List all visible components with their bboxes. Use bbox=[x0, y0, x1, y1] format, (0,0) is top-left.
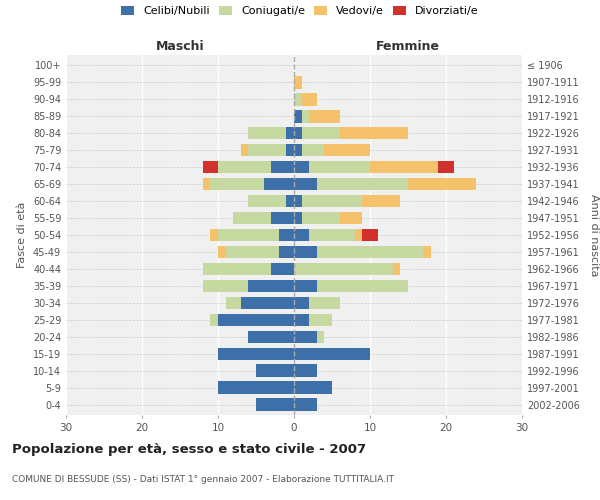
Bar bbox=[325, 144, 370, 156]
Bar bbox=[286, 126, 294, 140]
Bar bbox=[248, 126, 286, 140]
Bar bbox=[302, 144, 325, 156]
Bar bbox=[294, 212, 302, 224]
Bar bbox=[302, 212, 340, 224]
Bar bbox=[302, 93, 317, 106]
Bar bbox=[294, 330, 317, 344]
Bar bbox=[279, 246, 294, 258]
Bar bbox=[248, 144, 286, 156]
Bar bbox=[317, 246, 423, 258]
Bar bbox=[218, 348, 294, 360]
Bar bbox=[362, 194, 400, 207]
Bar bbox=[241, 144, 248, 156]
Bar bbox=[203, 178, 211, 190]
Bar bbox=[256, 398, 294, 411]
Bar bbox=[203, 280, 248, 292]
Bar bbox=[226, 246, 279, 258]
Bar bbox=[355, 228, 362, 241]
Bar bbox=[203, 262, 271, 276]
Bar bbox=[317, 330, 325, 344]
Bar bbox=[211, 178, 263, 190]
Bar bbox=[248, 194, 286, 207]
Text: Popolazione per età, sesso e stato civile - 2007: Popolazione per età, sesso e stato civil… bbox=[12, 442, 366, 456]
Bar bbox=[294, 262, 393, 276]
Y-axis label: Fasce di età: Fasce di età bbox=[17, 202, 27, 268]
Bar bbox=[309, 160, 370, 173]
Bar bbox=[294, 280, 317, 292]
Bar bbox=[294, 144, 302, 156]
Bar bbox=[317, 280, 408, 292]
Bar bbox=[408, 178, 476, 190]
Bar bbox=[241, 296, 294, 310]
Bar bbox=[340, 212, 362, 224]
Bar bbox=[294, 382, 332, 394]
Bar bbox=[309, 296, 340, 310]
Bar bbox=[294, 348, 370, 360]
Bar bbox=[302, 110, 309, 122]
Bar bbox=[294, 160, 309, 173]
Bar bbox=[317, 178, 408, 190]
Legend: Celibi/Nubili, Coniugati/e, Vedovi/e, Divorziati/e: Celibi/Nubili, Coniugati/e, Vedovi/e, Di… bbox=[121, 6, 479, 16]
Bar bbox=[294, 228, 309, 241]
Text: Maschi: Maschi bbox=[155, 40, 205, 54]
Bar bbox=[294, 314, 309, 326]
Bar bbox=[439, 160, 454, 173]
Bar bbox=[370, 160, 439, 173]
Bar bbox=[294, 246, 317, 258]
Bar bbox=[286, 144, 294, 156]
Bar bbox=[279, 228, 294, 241]
Bar bbox=[271, 262, 294, 276]
Bar bbox=[211, 228, 218, 241]
Bar bbox=[218, 246, 226, 258]
Bar bbox=[218, 160, 271, 173]
Bar bbox=[294, 364, 317, 377]
Y-axis label: Anni di nascita: Anni di nascita bbox=[589, 194, 599, 276]
Bar bbox=[286, 194, 294, 207]
Bar bbox=[218, 382, 294, 394]
Bar bbox=[309, 314, 332, 326]
Bar bbox=[233, 212, 271, 224]
Bar bbox=[203, 160, 218, 173]
Bar bbox=[248, 280, 294, 292]
Bar bbox=[226, 296, 241, 310]
Bar bbox=[248, 330, 294, 344]
Bar bbox=[218, 228, 279, 241]
Text: COMUNE DI BESSUDE (SS) - Dati ISTAT 1° gennaio 2007 - Elaborazione TUTTITALIA.IT: COMUNE DI BESSUDE (SS) - Dati ISTAT 1° g… bbox=[12, 476, 394, 484]
Bar bbox=[302, 194, 362, 207]
Bar bbox=[294, 194, 302, 207]
Bar bbox=[362, 228, 377, 241]
Bar bbox=[211, 314, 218, 326]
Bar bbox=[256, 364, 294, 377]
Bar bbox=[294, 93, 302, 106]
Bar bbox=[294, 110, 302, 122]
Bar bbox=[340, 126, 408, 140]
Bar bbox=[302, 126, 340, 140]
Bar bbox=[271, 212, 294, 224]
Bar bbox=[309, 110, 340, 122]
Bar bbox=[294, 398, 317, 411]
Bar bbox=[423, 246, 431, 258]
Text: Femmine: Femmine bbox=[376, 40, 440, 54]
Bar bbox=[218, 314, 294, 326]
Bar bbox=[294, 76, 302, 88]
Bar bbox=[294, 178, 317, 190]
Bar bbox=[271, 160, 294, 173]
Bar bbox=[393, 262, 400, 276]
Bar bbox=[294, 296, 309, 310]
Bar bbox=[263, 178, 294, 190]
Bar bbox=[309, 228, 355, 241]
Bar bbox=[294, 126, 302, 140]
